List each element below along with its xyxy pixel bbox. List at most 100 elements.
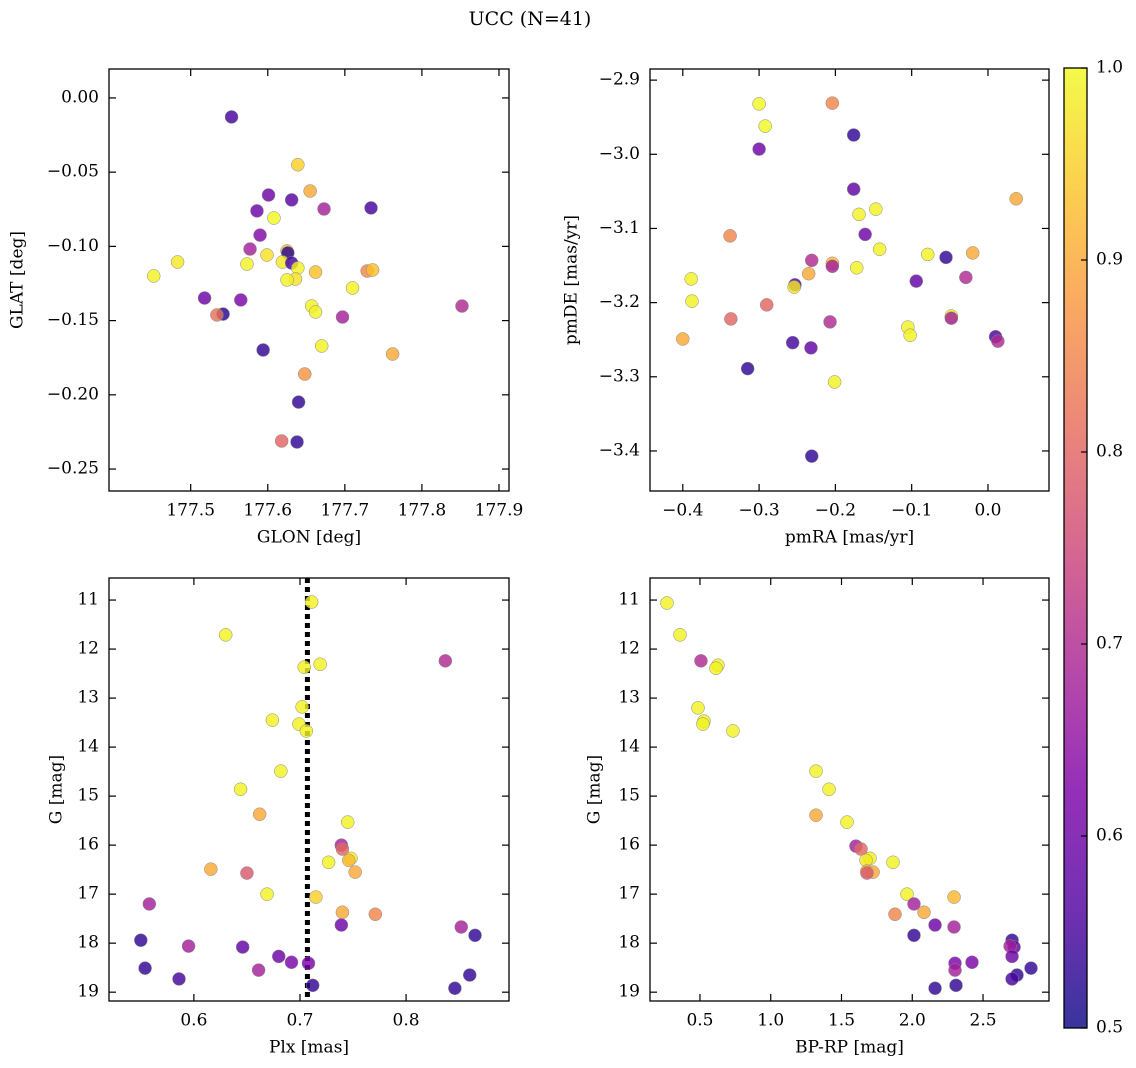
data-point <box>909 274 924 288</box>
data-point <box>438 654 453 668</box>
data-point <box>314 339 329 353</box>
data-point <box>455 299 469 313</box>
axes-frame <box>649 68 1050 492</box>
y-tick-label: −0.25 <box>47 459 99 479</box>
figure-title: UCC (N=41) <box>469 8 592 30</box>
data-point <box>726 724 740 738</box>
panel: 0.6 0.7 0.8 11 12 13 14 15 16 17 18 19 Plx [mas] G [m… <box>47 577 510 1058</box>
data-point <box>468 928 482 943</box>
data-point <box>785 335 800 350</box>
panel: 177.5 177.6 177.7 177.8 177.9 0.00 −0.05 −0.10 −… <box>8 68 523 548</box>
axes-frame <box>108 577 510 1002</box>
y-tick-label: 11 <box>618 590 640 610</box>
data-point <box>872 242 887 256</box>
y-tick-label: −0.15 <box>47 310 99 330</box>
data-point <box>907 928 921 943</box>
data-point <box>317 202 331 216</box>
data-point <box>694 654 708 668</box>
y-tick-label: −3.3 <box>599 366 640 386</box>
data-point <box>256 343 270 357</box>
data-point <box>243 242 257 256</box>
y-tick-label: 14 <box>77 737 99 757</box>
x-tick-label: 2.5 <box>970 1011 997 1031</box>
data-point <box>335 842 350 856</box>
data-point <box>448 981 462 996</box>
data-point <box>758 119 772 133</box>
x-tick-label: 0.5 <box>686 1011 713 1031</box>
data-point <box>787 280 801 294</box>
data-point <box>825 96 840 110</box>
data-point <box>197 291 212 305</box>
data-point <box>309 890 323 904</box>
colorbar <box>1064 68 1087 1028</box>
data-point <box>250 204 264 218</box>
data-point <box>454 920 469 934</box>
data-point <box>146 269 161 283</box>
data-point <box>240 257 254 271</box>
y-tick-label: 11 <box>77 590 99 610</box>
data-point <box>181 939 196 953</box>
data-point <box>1005 972 1019 986</box>
data-point <box>142 897 157 911</box>
data-point <box>809 764 823 778</box>
data-point <box>801 266 816 281</box>
colorbar-tick-label: 0.9 <box>1096 250 1123 270</box>
y-tick-label: 13 <box>77 688 99 708</box>
data-point <box>224 110 239 124</box>
data-point <box>959 270 973 285</box>
x-tick-label: 0.8 <box>393 1011 420 1031</box>
data-point <box>210 308 224 322</box>
x-tick-label: 0.6 <box>180 1011 207 1031</box>
data-point <box>939 250 953 265</box>
data-point <box>1009 192 1023 206</box>
data-point <box>917 905 931 920</box>
x-axis-label: pmRA [mas/yr] <box>785 528 914 548</box>
data-point <box>290 435 304 449</box>
y-axis-label: pmDE [mas/yr] <box>562 215 582 345</box>
data-point <box>253 228 267 242</box>
data-point <box>900 887 914 901</box>
data-point <box>740 361 755 376</box>
y-tick-label: 17 <box>77 884 99 904</box>
data-point <box>267 211 281 225</box>
data-point <box>172 972 186 986</box>
x-tick-label: −0.4 <box>662 501 703 521</box>
data-point <box>886 855 900 870</box>
data-point <box>752 97 766 111</box>
colorbar-tick-label: 1.0 <box>1096 58 1123 78</box>
y-tick-label: 15 <box>618 786 640 806</box>
x-tick-label: 177.6 <box>243 501 292 521</box>
data-point <box>291 395 306 409</box>
data-point <box>342 853 356 868</box>
data-point <box>301 956 316 971</box>
data-point <box>335 310 350 324</box>
data-point <box>685 294 699 308</box>
data-point <box>272 949 286 964</box>
x-axis-label: Plx [mas] <box>269 1038 349 1058</box>
data-point <box>860 866 874 880</box>
data-point <box>274 434 289 448</box>
y-tick-label: −0.05 <box>47 162 99 182</box>
data-point <box>204 862 218 876</box>
data-point <box>759 298 774 312</box>
data-point <box>660 596 674 610</box>
y-tick-label: −2.9 <box>599 70 640 90</box>
data-point <box>944 311 959 325</box>
data-point <box>854 842 868 856</box>
data-point <box>965 955 979 970</box>
data-point <box>949 978 963 993</box>
data-point <box>280 273 294 287</box>
data-point <box>840 815 854 829</box>
data-point <box>928 918 942 932</box>
data-point <box>947 890 961 904</box>
data-point <box>299 724 314 738</box>
data-point <box>1024 961 1038 975</box>
y-tick-label: 13 <box>618 688 640 708</box>
data-point <box>965 246 980 260</box>
data-point <box>684 272 698 286</box>
data-point <box>170 255 185 269</box>
data-point <box>752 142 766 156</box>
data-point <box>858 227 872 242</box>
data-point <box>804 341 818 355</box>
